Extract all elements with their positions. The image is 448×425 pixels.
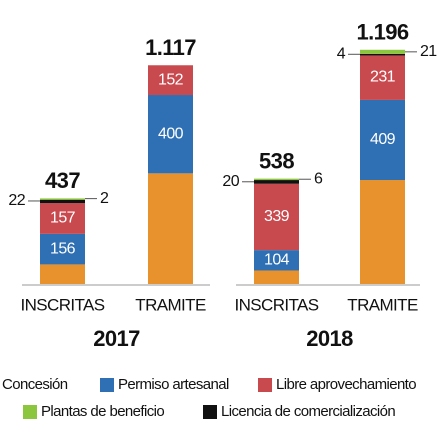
x-tick-label: TRAMITE: [347, 295, 418, 314]
value-label: 6: [314, 170, 323, 187]
value-label: 339: [264, 208, 290, 225]
value-label: 400: [158, 125, 184, 142]
legend-label: Permiso artesanal: [118, 376, 229, 393]
legend-label: Plantas de beneficio: [41, 403, 164, 420]
value-label: 20: [222, 173, 239, 190]
bar-segment: [360, 99, 405, 181]
value-label: 231: [370, 69, 396, 86]
total-label: 1.117: [145, 35, 196, 60]
value-label: 22: [8, 192, 25, 209]
bar-segment: [254, 178, 299, 181]
value-label: 157: [50, 210, 76, 227]
total-label: 1.196: [356, 20, 408, 45]
bar-segment: [360, 180, 405, 284]
total-label: 437: [45, 168, 80, 193]
group-label: 2017: [93, 326, 140, 351]
x-tick-label: INSCRITAS: [20, 295, 104, 314]
total-label: 538: [259, 148, 294, 173]
legend-swatch: [100, 378, 114, 392]
bar-segment: [148, 65, 193, 96]
value-label: 4: [337, 46, 346, 63]
legend-label: Libre aprovechamiento: [276, 376, 416, 393]
bar-segment: [148, 173, 193, 284]
bar-segment: [148, 95, 193, 174]
bar-segment: [360, 54, 405, 100]
value-label: 21: [420, 43, 437, 60]
bar-segment: [254, 179, 299, 184]
bar-segment: [40, 264, 85, 284]
bar-segment: [40, 198, 85, 200]
group-label: 2018: [306, 326, 353, 351]
legend-label: Licencia de comercialización: [221, 403, 395, 420]
bar-segment: [40, 198, 85, 204]
x-tick-label: INSCRITAS: [234, 295, 318, 314]
legend-swatch: [258, 378, 272, 392]
bar-segment: [254, 250, 299, 271]
value-label: 409: [370, 131, 396, 148]
x-tick-label: TRAMITE: [135, 295, 206, 314]
value-label: 2: [100, 190, 109, 207]
legend-label: Concesión: [2, 376, 68, 393]
bar-segment: [254, 270, 299, 284]
value-label: 156: [50, 240, 76, 257]
value-label: 104: [264, 252, 290, 269]
legend-swatch: [23, 405, 37, 419]
bar-segment: [40, 233, 85, 265]
bar-segment: [360, 49, 405, 54]
legend-swatch: [203, 405, 217, 419]
value-label: 152: [158, 71, 184, 88]
bar-segment: [40, 203, 85, 234]
bar-segment: [360, 53, 405, 56]
bar-segment: [254, 183, 299, 251]
